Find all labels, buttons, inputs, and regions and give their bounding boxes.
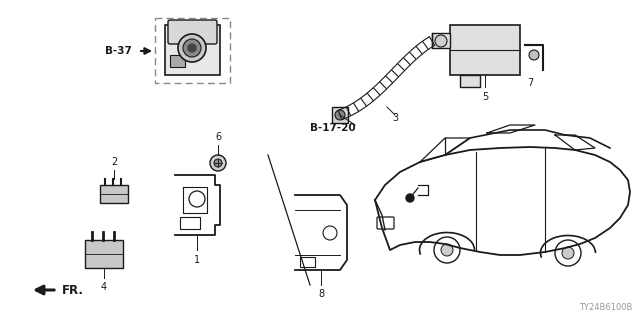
Circle shape — [406, 194, 414, 202]
Circle shape — [189, 191, 205, 207]
Text: 2: 2 — [111, 157, 117, 167]
Circle shape — [210, 155, 226, 171]
Circle shape — [323, 226, 337, 240]
Text: 3: 3 — [392, 113, 398, 123]
Circle shape — [434, 237, 460, 263]
Text: FR.: FR. — [62, 284, 84, 297]
Circle shape — [183, 39, 201, 57]
Text: 6: 6 — [215, 132, 221, 142]
Bar — [432, 33, 450, 48]
Text: B-37: B-37 — [105, 46, 132, 56]
Text: 5: 5 — [482, 92, 488, 102]
Text: 8: 8 — [318, 289, 324, 299]
Circle shape — [435, 35, 447, 47]
Circle shape — [555, 240, 581, 266]
Bar — [332, 107, 348, 123]
Text: TY24B6100B: TY24B6100B — [579, 303, 632, 312]
Text: 1: 1 — [194, 255, 200, 265]
Circle shape — [562, 247, 574, 259]
Circle shape — [335, 110, 345, 120]
FancyBboxPatch shape — [168, 20, 217, 44]
Bar — [460, 75, 480, 87]
Text: 7: 7 — [527, 78, 533, 88]
Circle shape — [529, 50, 539, 60]
Circle shape — [188, 44, 196, 52]
Circle shape — [441, 244, 453, 256]
Bar — [300, 257, 315, 267]
Text: 4: 4 — [101, 282, 107, 292]
Bar — [180, 217, 200, 229]
Circle shape — [178, 34, 206, 62]
Bar — [165, 25, 220, 75]
Text: B-17-20: B-17-20 — [310, 123, 356, 133]
Bar — [155, 18, 230, 83]
FancyBboxPatch shape — [377, 217, 394, 229]
Bar — [85, 240, 123, 268]
Circle shape — [214, 159, 222, 167]
Bar — [100, 185, 128, 203]
Bar — [170, 55, 185, 67]
Bar — [450, 25, 520, 75]
